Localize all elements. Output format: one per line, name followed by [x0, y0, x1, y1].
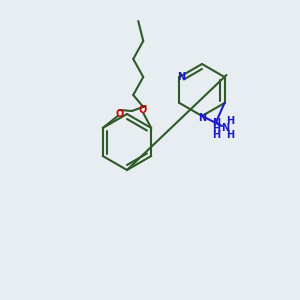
Text: H: H: [212, 124, 220, 134]
Text: N: N: [212, 118, 220, 128]
Text: H: H: [226, 116, 234, 126]
Text: H: H: [226, 130, 234, 140]
Text: H: H: [212, 130, 220, 140]
Text: N: N: [177, 72, 185, 82]
Text: O: O: [138, 105, 146, 115]
Text: N: N: [198, 113, 206, 123]
Text: N: N: [221, 123, 229, 133]
Text: O: O: [116, 109, 124, 119]
